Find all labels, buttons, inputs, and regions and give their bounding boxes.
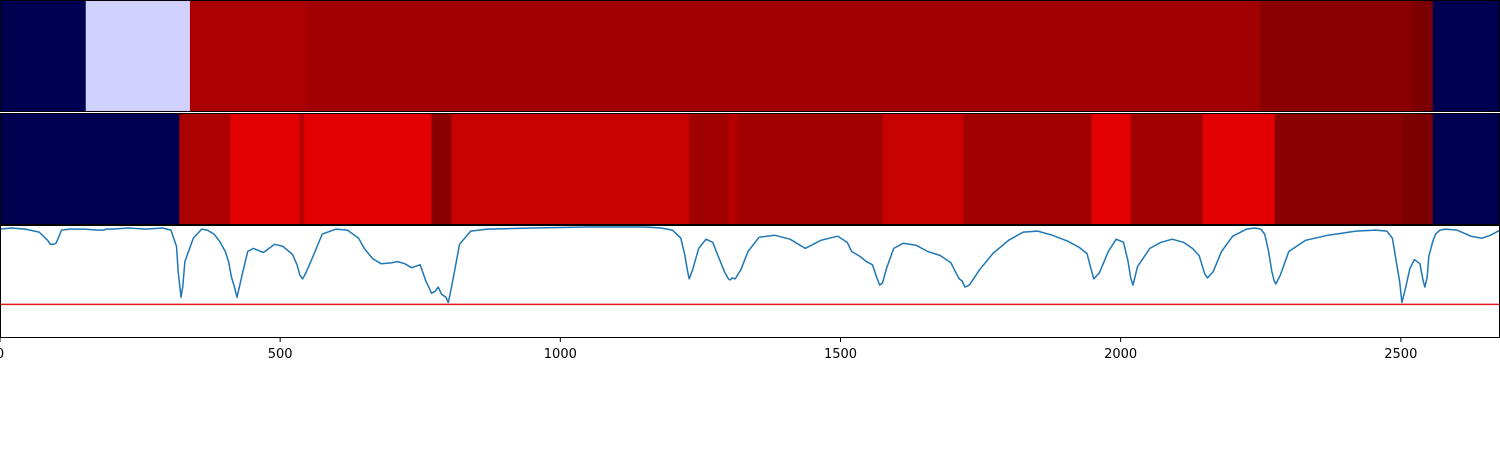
segment-5 [431,113,452,225]
x-tick-label-3: 1500 [824,347,857,362]
segment-11 [963,113,1093,225]
segment-3 [305,0,1261,112]
segment-1 [179,113,231,225]
segment-9 [737,113,884,225]
segment-2 [230,113,300,225]
x-tick-label-0: 0 [0,347,4,362]
segment-5 [1413,0,1434,112]
segment-14 [1202,113,1276,225]
x-tick-label-5: 2500 [1384,347,1417,362]
segment-17 [1432,113,1500,225]
segment-track-bottom [0,113,1500,225]
segment-0 [0,0,87,112]
segment-2 [189,0,307,112]
x-axis: 0 500 1000 1500 2000 2500 [0,338,1417,362]
segment-8 [728,113,738,225]
segment-16 [1401,113,1434,225]
segment-12 [1091,113,1132,225]
segment-15 [1274,113,1403,225]
x-tick-label-2: 1000 [544,347,577,362]
segment-0 [0,113,180,225]
x-tick-label-4: 2000 [1104,347,1137,362]
segment-4 [1260,0,1414,112]
segment-7 [689,113,729,225]
signal-line [0,226,1500,304]
segment-10 [882,113,965,225]
signal-panel [0,226,1500,306]
segment-1 [85,0,191,112]
segment-13 [1130,113,1203,225]
x-tick-label-1: 500 [268,347,293,362]
segment-3 [299,113,305,225]
segment-6 [1432,0,1500,112]
segment-4 [304,113,432,225]
segment-6 [451,113,690,225]
segment-track-top [0,0,1500,112]
